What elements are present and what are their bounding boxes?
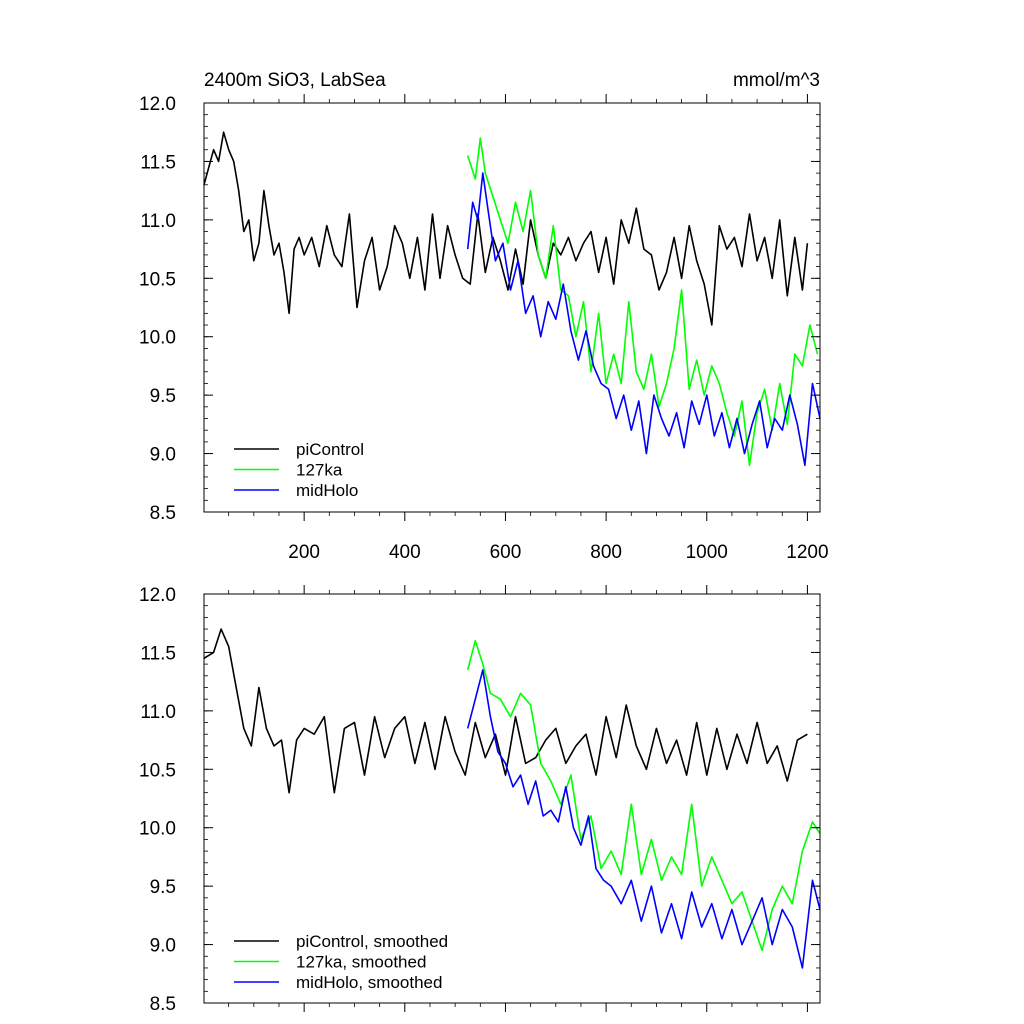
plot-frame xyxy=(203,593,821,1004)
legend-label: midHolo, smoothed xyxy=(296,973,442,992)
top-chart-units: mmol/m^3 xyxy=(733,70,820,91)
y-tick-label: 12.0 xyxy=(139,585,176,606)
series-line-127ka xyxy=(466,137,819,467)
top-chart-title: 2400m SiO3, LabSea xyxy=(204,70,386,91)
series-line-picontrol xyxy=(203,628,808,794)
y-tick-label: 10.0 xyxy=(139,819,176,840)
plot-frame xyxy=(203,102,821,513)
x-tick-label: 400 xyxy=(389,542,421,563)
y-tick-label: 10.0 xyxy=(139,328,176,349)
y-tick-label: 11.0 xyxy=(140,211,176,232)
top-chart-panel: 8.5 9.0 9.5 10.0 10.5 11.0 11.5 12.0 200 400 600 80… xyxy=(139,94,829,563)
y-tick-label: 9.0 xyxy=(150,936,176,957)
series-line-midholo xyxy=(466,669,821,969)
y-tick-label: 8.5 xyxy=(150,994,176,1015)
y-tick-label: 12.0 xyxy=(139,94,176,115)
x-tick-label: 1200 xyxy=(786,542,828,563)
series-line-127ka xyxy=(466,639,821,952)
y-tick-label: 9.5 xyxy=(150,386,176,407)
series-line-picontrol xyxy=(203,131,809,326)
y-tick-label: 8.5 xyxy=(150,503,176,524)
y-tick-label: 10.5 xyxy=(139,760,176,781)
legend-label: piControl xyxy=(296,440,364,459)
series-line-midholo xyxy=(466,172,821,467)
legend-label: 127ka xyxy=(296,461,343,480)
y-tick-label: 10.5 xyxy=(139,269,176,290)
legend-label: 127ka, smoothed xyxy=(296,953,426,972)
y-tick-label: 11.0 xyxy=(140,702,176,723)
x-tick-label: 600 xyxy=(490,542,522,563)
y-tick-label: 9.0 xyxy=(150,445,176,466)
x-tick-label: 1000 xyxy=(686,542,728,563)
x-tick-label: 200 xyxy=(288,542,320,563)
x-tick-label: 800 xyxy=(590,542,622,563)
legend-label: midHolo xyxy=(296,481,358,500)
y-tick-label: 9.5 xyxy=(150,877,176,898)
y-tick-label: 11.5 xyxy=(140,152,176,173)
legend-label: piControl, smoothed xyxy=(296,932,448,951)
bottom-chart-panel: 8.5 9.0 9.5 10.0 10.5 11.0 11.5 12.0 piControl, … xyxy=(139,585,821,1015)
y-tick-label: 11.5 xyxy=(140,643,176,664)
